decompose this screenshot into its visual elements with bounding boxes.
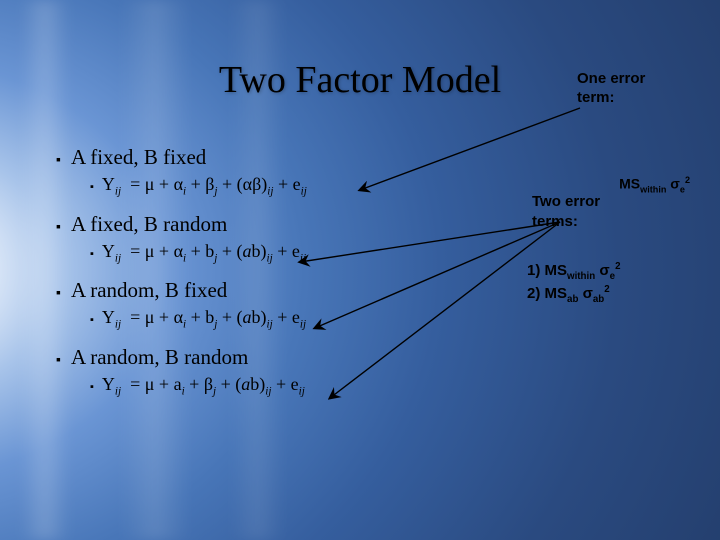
bullet-icon: ▪ — [56, 151, 61, 167]
bullet-4-eq: ▪ Yij = μ + ai + βj + (ab)ij + eij — [90, 374, 486, 398]
annotation-one-error: One error term: — [577, 70, 692, 108]
bullet-icon: ▪ — [90, 181, 94, 193]
annotation-error-terms: 1) MSwithin σe2 2) MSab σab2 — [527, 260, 692, 306]
bullet-1: ▪ A fixed, B fixed — [56, 145, 486, 170]
bullet-3-eq: ▪ Yij = μ + αi + bj + (ab)ij + eij — [90, 307, 486, 331]
bullet-2-text: A fixed, B random — [71, 212, 227, 237]
bullet-3-text: A random, B fixed — [71, 278, 227, 303]
bullet-icon: ▪ — [90, 314, 94, 326]
bullet-4: ▪ A random, B random — [56, 345, 486, 370]
note1-l2: term: — [577, 89, 692, 108]
equation-1: Yij = μ + αi + βj + (αβ)ij + eij — [102, 174, 307, 198]
bullet-4-text: A random, B random — [71, 345, 248, 370]
note2-l2: terms: — [532, 212, 692, 232]
bullet-icon: ▪ — [90, 381, 94, 393]
equation-2: Yij = μ + αi + bj + (ab)ij + eij — [102, 241, 306, 265]
note3-l1: 1) MSwithin σe2 — [527, 260, 692, 283]
bullet-1-eq: ▪ Yij = μ + αi + βj + (αβ)ij + eij — [90, 174, 486, 198]
bullet-2-eq: ▪ Yij = μ + αi + bj + (ab)ij + eij — [90, 241, 486, 265]
annotation-two-error: MSwithin σe2 Two error terms: — [532, 190, 692, 233]
bullet-icon: ▪ — [56, 351, 61, 367]
bullet-icon: ▪ — [56, 284, 61, 300]
bullet-2: ▪ A fixed, B random — [56, 212, 486, 237]
equation-4: Yij = μ + ai + βj + (ab)ij + eij — [102, 374, 305, 398]
bullet-icon: ▪ — [56, 218, 61, 234]
mswithin-formula: MSwithin σe2 — [619, 174, 690, 196]
bullet-1-text: A fixed, B fixed — [71, 145, 206, 170]
bullet-3: ▪ A random, B fixed — [56, 278, 486, 303]
note1-l1: One error — [577, 70, 692, 89]
bullet-list: ▪ A fixed, B fixed ▪ Yij = μ + αi + βj +… — [56, 145, 486, 411]
bullet-icon: ▪ — [90, 248, 94, 260]
equation-3: Yij = μ + αi + bj + (ab)ij + eij — [102, 307, 306, 331]
note3-l2: 2) MSab σab2 — [527, 283, 692, 306]
